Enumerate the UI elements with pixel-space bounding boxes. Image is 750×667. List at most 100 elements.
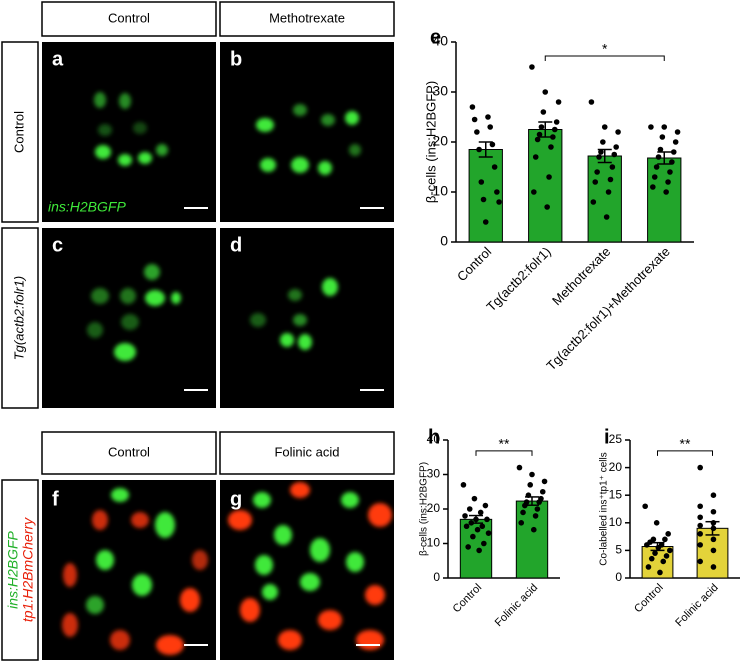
- data-point: [590, 199, 597, 205]
- significance-label: *: [602, 41, 608, 57]
- data-point: [659, 134, 666, 140]
- data-point: [540, 109, 547, 115]
- data-point: [697, 514, 703, 521]
- data-point: [527, 482, 534, 488]
- header-box: [41, 1, 217, 37]
- x-tick-label: Folinic acid: [493, 582, 540, 629]
- data-point: [471, 116, 478, 123]
- data-point: [615, 129, 621, 135]
- data-point: [697, 531, 703, 537]
- data-point: [460, 482, 467, 488]
- data-point: [462, 513, 468, 519]
- significance-label: **: [499, 436, 510, 452]
- data-point: [670, 149, 677, 155]
- x-tick-label: Folinic acid: [673, 582, 720, 629]
- y-axis-label: Co-labelled ins⁺tp1⁺ cells: [599, 452, 610, 565]
- data-point: [532, 513, 539, 519]
- column-header: Methotrexate: [269, 10, 345, 25]
- data-point: [469, 104, 476, 110]
- row-header: ins:H2BGFP: [5, 530, 21, 608]
- data-point: [642, 503, 648, 510]
- data-point: [466, 506, 473, 512]
- data-point: [697, 464, 703, 471]
- data-point: [611, 151, 618, 158]
- header-box: [41, 431, 217, 475]
- column-header: Control: [108, 444, 150, 459]
- y-tick-label: 20: [432, 133, 448, 149]
- x-tick-label: Control: [454, 244, 494, 284]
- x-tick-label: Control: [632, 582, 666, 616]
- data-point: [476, 547, 482, 554]
- data-point: [594, 169, 600, 175]
- data-point: [555, 99, 562, 105]
- data-point: [520, 509, 526, 516]
- x-tick-label: Methotrexate: [549, 244, 613, 308]
- x-tick-label: Control: [451, 582, 485, 616]
- data-point: [536, 499, 542, 505]
- data-point: [592, 179, 599, 185]
- micrograph: [42, 228, 216, 408]
- bar: [587, 155, 622, 243]
- data-point: [655, 154, 662, 160]
- data-point: [653, 520, 660, 526]
- data-point: [697, 503, 703, 510]
- data-point: [477, 509, 484, 516]
- y-tick-label: 5: [615, 543, 622, 557]
- data-point: [650, 184, 656, 190]
- data-point: [479, 523, 486, 530]
- row-header: tp1:H2BmCherry: [20, 517, 36, 622]
- data-point: [613, 144, 619, 150]
- data-point: [662, 536, 668, 543]
- y-tick-label: 0: [433, 570, 440, 584]
- data-point: [710, 547, 717, 554]
- y-axis-label: β-cells (ins:H2BGFP): [423, 81, 438, 203]
- data-point: [474, 526, 481, 533]
- data-point: [603, 214, 610, 220]
- data-point: [697, 558, 703, 565]
- data-point: [655, 544, 662, 551]
- data-point: [605, 189, 612, 195]
- bar: [468, 149, 503, 243]
- data-point: [542, 89, 549, 95]
- data-point: [648, 124, 654, 130]
- header-box: [219, 1, 395, 37]
- data-point: [530, 526, 537, 533]
- data-point: [651, 174, 658, 180]
- data-point: [496, 199, 502, 205]
- panel-letter: h: [428, 426, 440, 448]
- data-point: [531, 189, 537, 195]
- data-point: [648, 555, 655, 562]
- panel-letter: f: [52, 488, 59, 510]
- data-point: [538, 124, 545, 130]
- y-tick-label: 10: [609, 515, 623, 529]
- data-point: [710, 525, 717, 532]
- data-point: [663, 553, 670, 559]
- data-point: [481, 540, 487, 547]
- panel-letter: a: [52, 48, 64, 70]
- data-point: [482, 219, 489, 225]
- bar: [647, 157, 682, 243]
- panel-letter: b: [230, 48, 242, 70]
- significance-bracket: [657, 450, 713, 456]
- y-tick-label: 10: [432, 183, 448, 199]
- data-point: [710, 564, 717, 570]
- data-point: [480, 196, 487, 203]
- data-point: [522, 502, 528, 509]
- data-point: [600, 139, 606, 145]
- data-point: [697, 542, 703, 548]
- data-point: [471, 495, 478, 502]
- panel-letter: d: [230, 234, 242, 256]
- data-point: [550, 134, 556, 140]
- data-point: [518, 520, 525, 526]
- data-point: [672, 139, 679, 145]
- data-point: [609, 164, 616, 170]
- data-point: [660, 558, 667, 565]
- data-point: [665, 179, 671, 185]
- micrograph: [42, 480, 216, 660]
- data-point: [529, 64, 535, 70]
- data-point: [553, 119, 560, 125]
- row-header: Tg(actb2:folr1): [11, 276, 26, 361]
- data-point: [541, 478, 548, 485]
- data-point: [674, 129, 681, 135]
- data-point: [645, 564, 652, 570]
